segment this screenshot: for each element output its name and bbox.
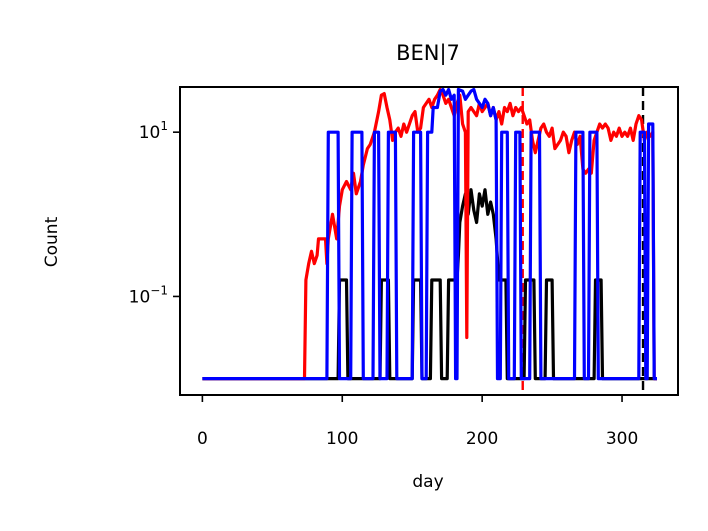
series-layer xyxy=(202,87,657,381)
y-axis-label: Count xyxy=(42,216,62,267)
series-line-3 xyxy=(202,87,657,381)
y-axis: 101 10−1 xyxy=(129,119,180,307)
y-tick-label: 10−1 xyxy=(129,283,168,307)
chart-title: BEN|7 xyxy=(396,41,460,66)
x-tick-label: 200 xyxy=(466,429,498,449)
x-tick-label: 0 xyxy=(197,429,208,449)
x-axis-label: day xyxy=(412,472,443,492)
y-tick-label: 101 xyxy=(139,119,168,143)
reference-lines xyxy=(521,87,645,395)
x-tick-label: 300 xyxy=(606,429,638,449)
plot-frame xyxy=(179,86,679,396)
x-tick-label: 100 xyxy=(326,429,358,449)
x-axis: 0 100 200 300 xyxy=(197,395,638,449)
